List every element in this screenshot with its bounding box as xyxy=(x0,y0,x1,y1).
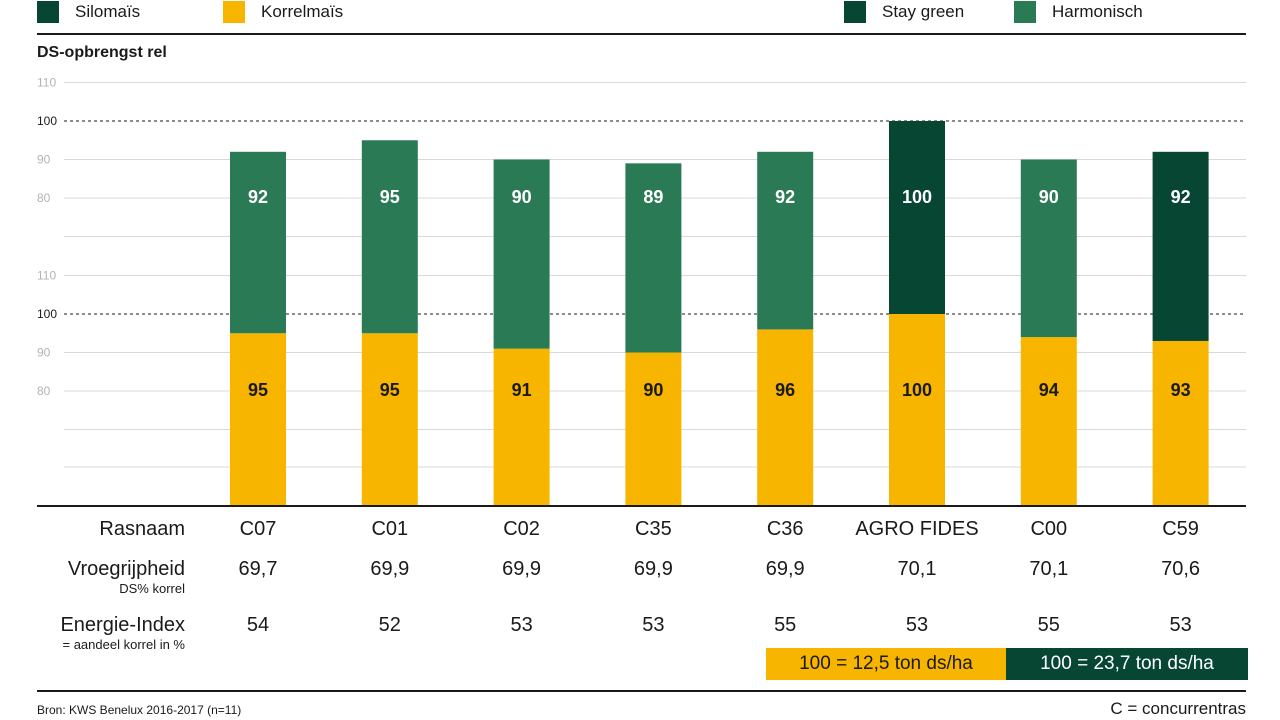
vroegrijpheid-cell: 70,1 xyxy=(1029,558,1069,580)
tick-label-korrel-90: 90 xyxy=(37,346,51,360)
energie-cell: 53 xyxy=(510,614,533,636)
rasnaam-cell: C36 xyxy=(766,518,804,540)
bar-korrel-C59 xyxy=(1152,340,1209,505)
data-label-silo-AGRO FIDES: 100 xyxy=(902,187,932,207)
data-label-korrel-C59: 93 xyxy=(1171,380,1191,400)
data-label-silo-C01: 95 xyxy=(380,187,400,207)
bar-silo-C00 xyxy=(1020,159,1077,338)
energie-cell: 53 xyxy=(1169,614,1192,636)
data-label-silo-C00: 90 xyxy=(1039,187,1059,207)
tick-label-korrel-80: 80 xyxy=(37,384,51,398)
energie-cell: 55 xyxy=(774,614,797,636)
bar-korrel-C01 xyxy=(361,333,418,505)
bar-silo-C59 xyxy=(1152,151,1209,341)
data-label-korrel-AGRO FIDES: 100 xyxy=(902,380,932,400)
rasnaam-cell: C35 xyxy=(635,518,672,540)
bar-silo-C36 xyxy=(757,151,814,330)
energie-cell: 55 xyxy=(1037,614,1060,636)
data-label-korrel-C35: 90 xyxy=(643,380,663,400)
concurrent-note: C = concurrentras xyxy=(1110,699,1246,718)
legend-label-silomais: Silomaïs xyxy=(75,2,141,21)
data-label-silo-C36: 92 xyxy=(775,187,795,207)
source-note: Bron: KWS Benelux 2016-2017 (n=11) xyxy=(37,703,242,717)
data-label-silo-C35: 89 xyxy=(643,187,663,207)
legend-harmonisch: Harmonisch xyxy=(1014,0,1143,24)
bar-silo-AGRO FIDES xyxy=(889,121,945,314)
tick-label-korrel-100: 100 xyxy=(37,307,57,321)
legend-silomais: Silomaïs xyxy=(37,0,140,24)
energie-sublabel: = aandeel korrel in % xyxy=(62,637,186,652)
tick-label-korrel-110: 110 xyxy=(37,269,56,283)
rasnaam-cell: C02 xyxy=(503,518,540,540)
legend-label-harmonisch: Harmonisch xyxy=(1052,2,1143,21)
footer-divider xyxy=(37,690,1246,692)
energie-cell: 52 xyxy=(378,614,401,636)
legend-stay-green: Stay green xyxy=(844,0,964,24)
bar-silo-C02 xyxy=(493,159,550,349)
bar-silo-C35 xyxy=(625,163,682,353)
vroegrijpheid-cell: 69,9 xyxy=(765,558,805,580)
legend-swatch-stay-green xyxy=(844,1,866,23)
vroegrijpheid-sublabel: DS% korrel xyxy=(119,581,185,596)
bar-korrel-C00 xyxy=(1020,337,1077,505)
y-axis-title: DS-opbrengst rel xyxy=(37,44,167,61)
chart-baseline xyxy=(37,505,1246,507)
tick-label-silo-90: 90 xyxy=(37,153,51,167)
energie-cell: 53 xyxy=(642,614,665,636)
data-label-silo-C59: 92 xyxy=(1171,187,1191,207)
energie-cell: 54 xyxy=(246,614,270,636)
rasnaam-cell: C01 xyxy=(371,518,409,540)
bar-korrel-C36 xyxy=(757,329,814,505)
vroegrijpheid-cell: 69,7 xyxy=(238,558,278,580)
vroegrijpheid-cell: 70,1 xyxy=(897,558,937,580)
bar-silo-C01 xyxy=(361,140,418,334)
legend-swatch-silomais xyxy=(37,1,59,23)
vroegrijpheid-cell: 70,6 xyxy=(1161,558,1201,580)
bar-korrel-C02 xyxy=(493,348,550,505)
bar-korrel-AGRO FIDES xyxy=(889,314,945,505)
data-label-silo-C07: 92 xyxy=(248,187,268,207)
energie-label: Energie-Index xyxy=(60,614,185,636)
data-label-korrel-C36: 96 xyxy=(775,380,795,400)
rasnaam-cell: C07 xyxy=(239,518,277,540)
tick-label-silo-80: 80 xyxy=(37,191,51,205)
rasnaam-cell: AGRO FIDES xyxy=(855,518,979,540)
rasnaam-cell: C59 xyxy=(1162,518,1199,540)
legend-label-stay-green: Stay green xyxy=(882,2,965,21)
vroegrijpheid-cell: 69,9 xyxy=(633,558,673,580)
legend-korrelmais: Korrelmaïs xyxy=(223,0,343,24)
data-label-korrel-C07: 95 xyxy=(248,380,268,400)
vroegrijpheid-cell: 69,9 xyxy=(370,558,410,580)
data-label-silo-C02: 90 xyxy=(512,187,532,207)
vroegrijpheid-cell: 69,9 xyxy=(502,558,542,580)
data-label-korrel-C00: 94 xyxy=(1039,380,1059,400)
rasnaam-label: Rasnaam xyxy=(99,518,185,540)
bar-korrel-C07 xyxy=(230,333,286,505)
tick-label-silo-100: 100 xyxy=(37,114,57,128)
rasnaam-cell: C00 xyxy=(1030,518,1068,540)
scale-korrel: 100 = 12,5 ton ds/ha xyxy=(766,648,1006,680)
tick-label-silo-110: 110 xyxy=(37,76,56,90)
bar-korrel-C35 xyxy=(625,352,682,505)
legend-swatch-harmonisch xyxy=(1014,1,1036,23)
bar-silo-C07 xyxy=(230,151,286,334)
energie-cell: 53 xyxy=(905,614,929,636)
scale-silo: 100 = 23,7 ton ds/ha xyxy=(1006,648,1248,680)
vroegrijpheid-label: Vroegrijpheid xyxy=(67,558,185,580)
data-label-korrel-C01: 95 xyxy=(380,380,400,400)
legend-label-korrelmais: Korrelmaïs xyxy=(261,2,344,21)
data-label-korrel-C02: 91 xyxy=(512,380,532,400)
legend-divider xyxy=(37,33,1246,35)
legend-swatch-korrelmais xyxy=(223,1,245,23)
